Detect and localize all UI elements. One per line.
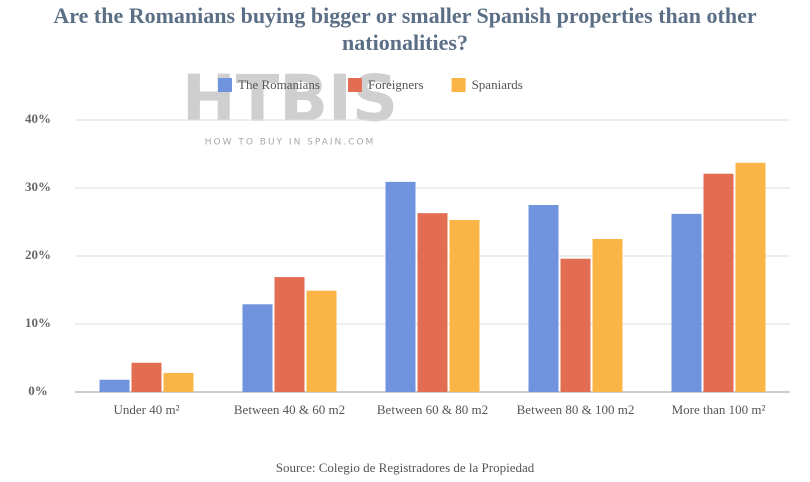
x-tick-label: Under 40 m²	[113, 402, 180, 417]
legend-swatch	[218, 78, 232, 92]
bar	[163, 372, 194, 392]
bar	[242, 304, 273, 392]
bar	[385, 181, 416, 392]
source: Source: Colegio de Registradores de la P…	[275, 460, 535, 475]
x-tick-label: Between 80 & 100 m2	[516, 402, 635, 417]
legend-label: The Romanians	[238, 77, 320, 92]
bar	[274, 277, 305, 392]
watermark: HTBIS	[182, 63, 398, 137]
legend-label: Spaniards	[472, 77, 523, 92]
bar	[417, 213, 448, 392]
bar	[560, 258, 591, 392]
bar	[735, 162, 766, 392]
watermark-subtitle: HOW TO BUY IN SPAIN.COM	[205, 138, 376, 148]
legend-label: Foreigners	[368, 77, 424, 92]
y-tick-label: 20%	[25, 247, 51, 262]
x-tick-label: More than 100 m²	[671, 402, 766, 417]
bar	[449, 219, 480, 392]
legend-swatch	[347, 78, 362, 92]
bar	[703, 173, 734, 392]
bar	[306, 290, 337, 392]
y-tick-label: 30%	[25, 179, 51, 194]
bar	[671, 213, 702, 392]
chart-title: Are the Romanians buying bigger or small…	[53, 3, 757, 55]
x-tick-label: Between 60 & 80 m2	[376, 402, 489, 417]
y-tick-label: 0%	[28, 383, 48, 398]
bar	[528, 205, 559, 392]
x-tick-label: Between 40 & 60 m2	[233, 402, 346, 417]
bar	[592, 239, 623, 392]
bar	[99, 379, 130, 392]
y-tick-label: 40%	[25, 111, 51, 126]
y-tick-label: 10%	[25, 315, 51, 330]
legend-swatch	[451, 78, 466, 92]
bar	[131, 362, 162, 392]
